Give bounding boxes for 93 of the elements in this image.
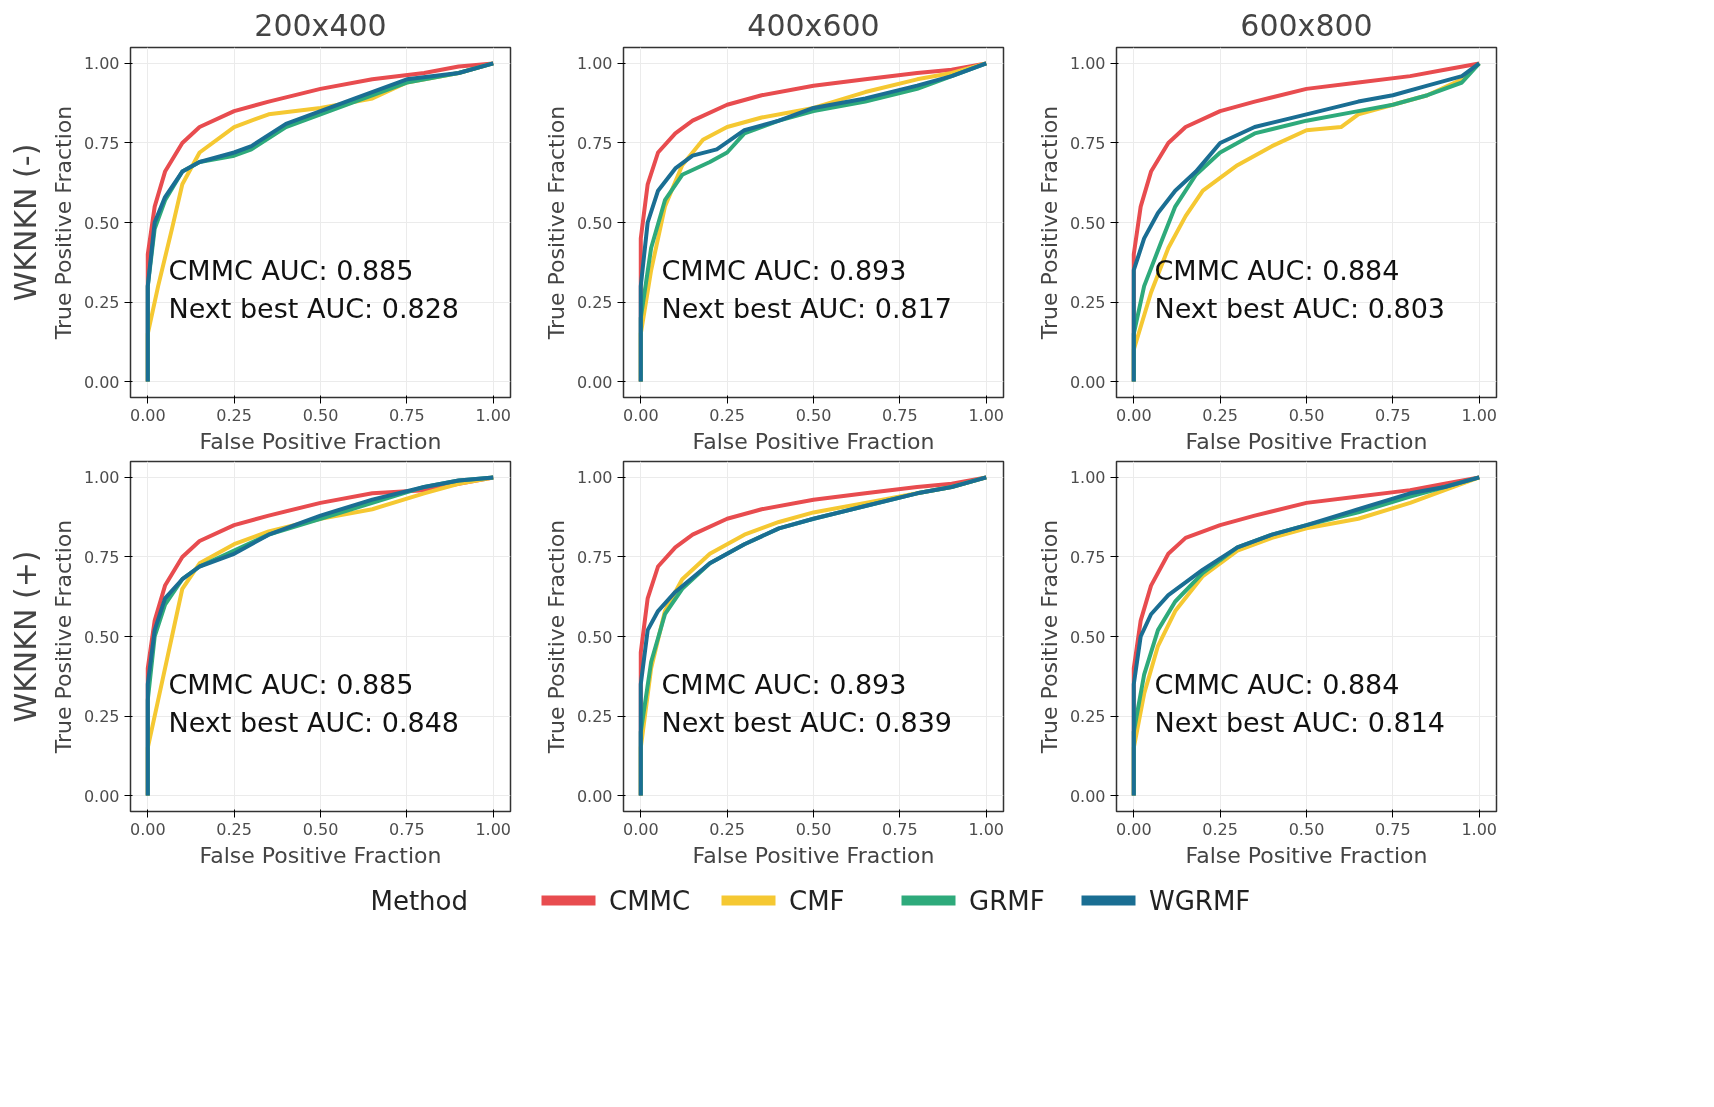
y-tick-label: 0.50 [1069,213,1106,233]
y-tick-label: 0.00 [1069,786,1106,806]
annotation: CMMC AUC: 0.884 [1154,669,1400,701]
x-tick-label: 0.00 [1115,819,1152,839]
x-tick-label: 0.75 [882,819,918,839]
x-tick-label: 0.00 [622,819,659,839]
x-tick-label: 0.50 [1288,819,1325,839]
y-tick-label: 0.25 [83,707,120,727]
y-tick-label: 0.75 [576,547,613,567]
y-tick-label: 0.25 [83,293,120,313]
y-tick-label: 0.25 [1069,293,1106,313]
x-tick-label: 1.00 [475,405,512,425]
legend-label: CMF [789,885,845,916]
y-tick-label: 1.00 [1069,468,1106,488]
y-axis-title: True Positive Fraction [50,105,76,341]
x-tick-label: 1.00 [968,819,1005,839]
x-tick-label: 1.00 [475,819,512,839]
legend-label: GRMF [969,885,1045,916]
x-tick-label: 0.50 [1288,405,1325,425]
x-tick-label: 0.25 [709,819,745,839]
annotation: CMMC AUC: 0.893 [661,255,907,287]
y-tick-label: 1.00 [83,468,120,488]
x-axis-title: False Positive Fraction [692,842,935,868]
x-axis-title: False Positive Fraction [1185,842,1428,868]
x-tick-label: 1.00 [1461,819,1498,839]
chart-title: 600x800 [1240,7,1373,43]
x-tick-label: 0.25 [1202,819,1238,839]
x-tick-label: 0.00 [622,405,659,425]
x-tick-label: 0.75 [882,405,918,425]
y-tick-label: 0.00 [83,786,120,806]
y-tick-label: 0.00 [1069,372,1106,392]
y-tick-label: 0.50 [83,213,120,233]
y-axis-title: True Positive Fraction [543,519,569,755]
y-tick-label: 0.00 [576,786,613,806]
x-tick-label: 0.75 [389,819,425,839]
annotation: Next best AUC: 0.803 [1154,293,1446,325]
y-tick-label: 1.00 [576,468,613,488]
x-tick-label: 0.25 [1202,405,1238,425]
annotation: CMMC AUC: 0.885 [168,669,414,701]
y-axis-title: True Positive Fraction [1036,105,1062,341]
annotation: Next best AUC: 0.817 [661,293,953,325]
y-tick-label: 1.00 [1069,54,1106,74]
x-tick-label: 0.75 [1375,819,1411,839]
x-axis-title: False Positive Fraction [1185,428,1428,454]
legend-label: CMMC [609,885,691,916]
x-tick-label: 1.00 [1461,405,1498,425]
x-tick-label: 0.50 [795,819,832,839]
x-tick-label: 0.00 [129,405,166,425]
y-axis-title: True Positive Fraction [543,105,569,341]
annotation: Next best AUC: 0.828 [168,293,460,325]
y-tick-label: 0.50 [1069,627,1106,647]
x-tick-label: 0.50 [302,405,339,425]
text: WKNKN (+) [7,550,43,723]
y-tick-label: 0.00 [83,372,120,392]
annotation: CMMC AUC: 0.893 [661,669,907,701]
x-tick-label: 0.00 [1115,405,1152,425]
legend-title: Method [370,885,469,916]
x-tick-label: 1.00 [968,405,1005,425]
legend-label: WGRMF [1149,885,1251,916]
text: WKNKN (-) [7,143,43,302]
y-tick-label: 0.75 [83,133,120,153]
y-tick-label: 0.75 [576,133,613,153]
x-axis-title: False Positive Fraction [199,842,442,868]
x-tick-label: 0.25 [709,405,745,425]
chart-title: 200x400 [254,7,387,43]
y-tick-label: 1.00 [576,54,613,74]
y-tick-label: 0.00 [576,372,613,392]
annotation: CMMC AUC: 0.885 [168,255,414,287]
y-tick-label: 1.00 [83,54,120,74]
x-tick-label: 0.50 [302,819,339,839]
y-tick-label: 0.50 [576,627,613,647]
y-tick-label: 0.25 [576,293,613,313]
y-axis-title: True Positive Fraction [1036,519,1062,755]
x-tick-label: 0.50 [795,405,832,425]
x-tick-label: 0.75 [1375,405,1411,425]
x-axis-title: False Positive Fraction [692,428,935,454]
y-tick-label: 0.25 [576,707,613,727]
annotation: Next best AUC: 0.814 [1154,707,1446,739]
annotation: Next best AUC: 0.839 [661,707,953,739]
chart-title: 400x600 [747,7,880,43]
x-tick-label: 0.25 [216,819,252,839]
annotation: Next best AUC: 0.848 [168,707,460,739]
y-tick-label: 0.75 [1069,547,1106,567]
y-tick-label: 0.25 [1069,707,1106,727]
x-axis-title: False Positive Fraction [199,428,442,454]
y-axis-title: True Positive Fraction [50,519,76,755]
x-tick-label: 0.25 [216,405,252,425]
y-tick-label: 0.75 [83,547,120,567]
y-tick-label: 0.75 [1069,133,1106,153]
x-tick-label: 0.75 [389,405,425,425]
x-tick-label: 0.00 [129,819,166,839]
y-tick-label: 0.50 [576,213,613,233]
y-tick-label: 0.50 [83,627,120,647]
